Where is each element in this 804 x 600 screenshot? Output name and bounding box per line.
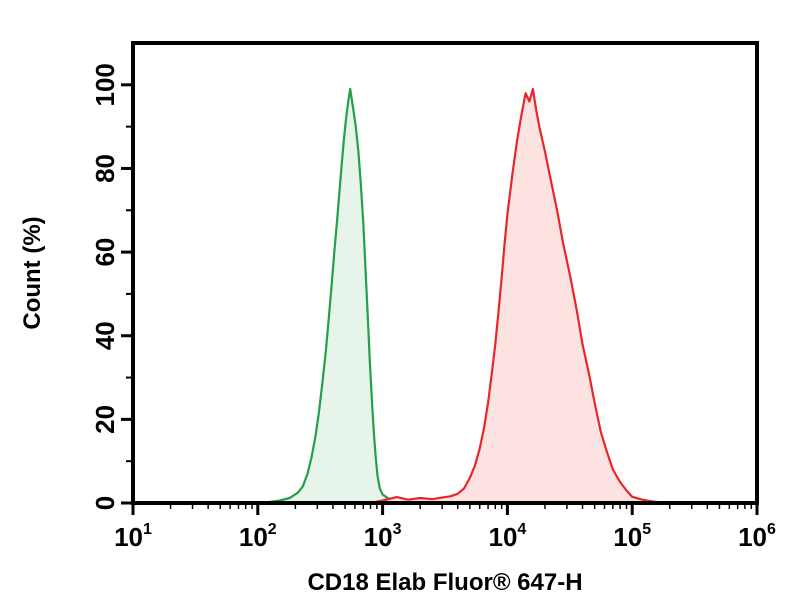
x-axis: 101 102 103 104 105 106 <box>114 503 776 552</box>
series-1-fill <box>238 89 470 503</box>
y-tick-label: 20 <box>90 405 120 434</box>
y-axis-title: Count (%) <box>19 216 46 329</box>
x-tick-label: 102 <box>239 521 277 552</box>
x-tick-label: 104 <box>488 521 526 552</box>
x-tick-label: 101 <box>114 521 152 552</box>
x-tick-label: 105 <box>613 521 651 552</box>
series-1-line <box>238 87 470 505</box>
plot-frame <box>131 41 759 505</box>
y-tick-label: 80 <box>90 154 120 183</box>
y-tick-label: 100 <box>90 63 120 106</box>
y-axis: 0 20 40 60 80 100 <box>90 63 133 510</box>
series-layer <box>238 87 670 505</box>
series-2-line <box>370 87 670 505</box>
y-tick-label: 40 <box>90 321 120 350</box>
x-tick-label: 103 <box>364 521 402 552</box>
series-2-fill <box>370 89 670 503</box>
x-axis-title: CD18 Elab Fluor® 647-H <box>307 569 582 596</box>
y-tick-label: 60 <box>90 238 120 267</box>
y-tick-label: 0 <box>90 496 120 510</box>
x-tick-label: 106 <box>738 521 776 552</box>
